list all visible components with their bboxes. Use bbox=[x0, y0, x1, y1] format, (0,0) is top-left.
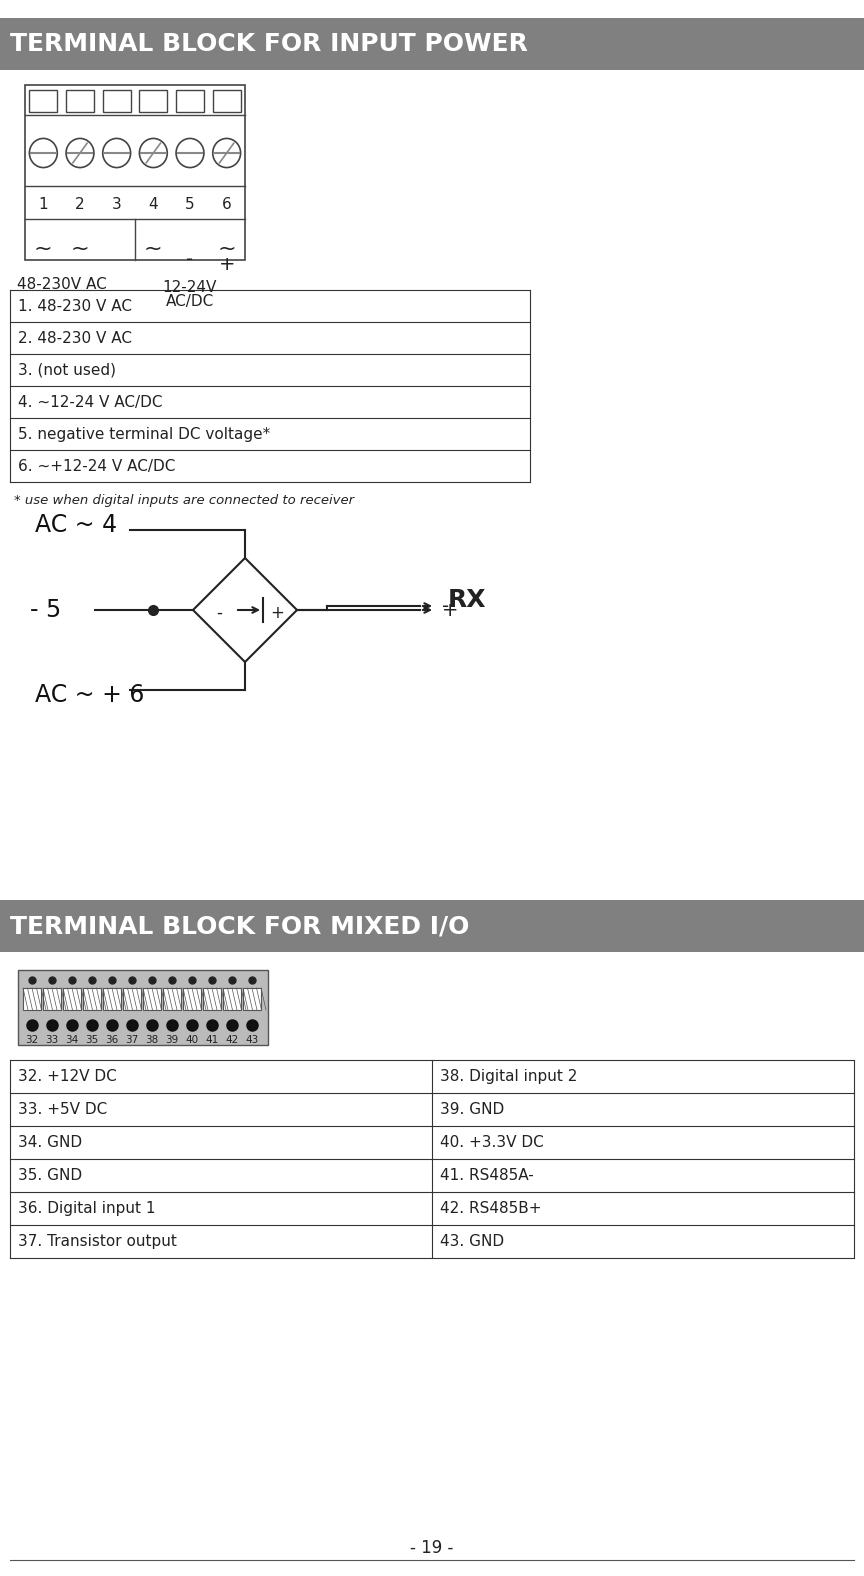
Text: TERMINAL BLOCK FOR MIXED I/O: TERMINAL BLOCK FOR MIXED I/O bbox=[10, 914, 469, 938]
Bar bbox=[18, 969, 268, 1045]
Text: 32: 32 bbox=[25, 1035, 39, 1045]
Text: 4. ~12-24 V AC/DC: 4. ~12-24 V AC/DC bbox=[18, 394, 162, 410]
Bar bbox=[23, 988, 41, 1010]
Text: AC ~ 4: AC ~ 4 bbox=[35, 514, 118, 537]
Bar bbox=[103, 90, 130, 112]
Text: 37. Transistor output: 37. Transistor output bbox=[18, 1234, 177, 1250]
Bar bbox=[123, 988, 141, 1010]
Text: 41: 41 bbox=[206, 1035, 219, 1045]
Text: 1: 1 bbox=[39, 197, 48, 211]
Ellipse shape bbox=[103, 139, 130, 167]
Text: 2. 48-230 V AC: 2. 48-230 V AC bbox=[18, 331, 132, 345]
Text: 33. +5V DC: 33. +5V DC bbox=[18, 1102, 107, 1117]
Text: 39: 39 bbox=[165, 1035, 179, 1045]
Text: 32. +12V DC: 32. +12V DC bbox=[18, 1069, 117, 1084]
Text: 34. GND: 34. GND bbox=[18, 1135, 82, 1150]
Text: +: + bbox=[270, 604, 284, 623]
Bar bbox=[163, 988, 181, 1010]
Text: +: + bbox=[219, 254, 235, 274]
Text: ~: ~ bbox=[34, 240, 53, 258]
Text: 36. Digital input 1: 36. Digital input 1 bbox=[18, 1201, 156, 1217]
Bar bbox=[66, 90, 94, 112]
Text: 43. GND: 43. GND bbox=[440, 1234, 504, 1250]
Bar bbox=[183, 988, 201, 1010]
Text: 38. Digital input 2: 38. Digital input 2 bbox=[440, 1069, 577, 1084]
Text: RX: RX bbox=[448, 588, 486, 611]
Bar bbox=[25, 85, 245, 260]
Text: 43: 43 bbox=[245, 1035, 258, 1045]
Text: 42. RS485B+: 42. RS485B+ bbox=[440, 1201, 542, 1217]
Text: 35: 35 bbox=[86, 1035, 98, 1045]
Text: 6. ~+12-24 V AC/DC: 6. ~+12-24 V AC/DC bbox=[18, 459, 175, 473]
Text: TERMINAL BLOCK FOR INPUT POWER: TERMINAL BLOCK FOR INPUT POWER bbox=[10, 32, 528, 57]
Text: 34: 34 bbox=[66, 1035, 79, 1045]
Ellipse shape bbox=[66, 139, 94, 167]
Text: -: - bbox=[442, 596, 449, 616]
Text: +: + bbox=[442, 600, 459, 619]
Bar bbox=[63, 988, 81, 1010]
Bar bbox=[0, 17, 864, 69]
Bar bbox=[213, 90, 241, 112]
Text: ~: ~ bbox=[144, 240, 162, 258]
Text: 12-24V: 12-24V bbox=[162, 279, 217, 295]
Text: 5: 5 bbox=[185, 197, 194, 211]
Bar bbox=[0, 900, 864, 952]
Bar bbox=[29, 90, 57, 112]
Text: ~: ~ bbox=[218, 240, 236, 258]
Bar bbox=[243, 988, 261, 1010]
Text: -: - bbox=[187, 249, 194, 268]
Text: 35. GND: 35. GND bbox=[18, 1168, 82, 1184]
Text: 6: 6 bbox=[222, 197, 232, 211]
Text: 42: 42 bbox=[226, 1035, 238, 1045]
Text: 36: 36 bbox=[105, 1035, 118, 1045]
Text: ~: ~ bbox=[71, 240, 89, 258]
Bar bbox=[143, 988, 161, 1010]
Text: 39. GND: 39. GND bbox=[440, 1102, 505, 1117]
Text: 48-230V AC: 48-230V AC bbox=[16, 276, 106, 292]
Text: 4: 4 bbox=[149, 197, 158, 211]
Bar bbox=[103, 988, 121, 1010]
Text: 5. negative terminal DC voltage*: 5. negative terminal DC voltage* bbox=[18, 427, 270, 441]
Text: 41. RS485A-: 41. RS485A- bbox=[440, 1168, 534, 1184]
Bar bbox=[176, 90, 204, 112]
Text: AC ~ + 6: AC ~ + 6 bbox=[35, 682, 144, 708]
Text: 37: 37 bbox=[125, 1035, 138, 1045]
Text: 38: 38 bbox=[145, 1035, 159, 1045]
Bar bbox=[139, 90, 168, 112]
Bar bbox=[223, 988, 241, 1010]
Bar bbox=[203, 988, 221, 1010]
Text: - 5: - 5 bbox=[30, 597, 61, 623]
Text: 40: 40 bbox=[186, 1035, 199, 1045]
Text: 1. 48-230 V AC: 1. 48-230 V AC bbox=[18, 298, 132, 314]
Bar bbox=[43, 988, 61, 1010]
Text: 3. (not used): 3. (not used) bbox=[18, 362, 116, 378]
Ellipse shape bbox=[139, 139, 168, 167]
Text: AC/DC: AC/DC bbox=[166, 293, 214, 309]
Text: -: - bbox=[216, 604, 222, 623]
Text: 2: 2 bbox=[75, 197, 85, 211]
Text: * use when digital inputs are connected to receiver: * use when digital inputs are connected … bbox=[14, 493, 354, 506]
Text: - 19 -: - 19 - bbox=[410, 1540, 454, 1557]
Text: 40. +3.3V DC: 40. +3.3V DC bbox=[440, 1135, 543, 1150]
Text: 33: 33 bbox=[46, 1035, 59, 1045]
Ellipse shape bbox=[176, 139, 204, 167]
Ellipse shape bbox=[29, 139, 57, 167]
Text: 3: 3 bbox=[111, 197, 122, 211]
Bar bbox=[83, 988, 101, 1010]
Ellipse shape bbox=[213, 139, 240, 167]
